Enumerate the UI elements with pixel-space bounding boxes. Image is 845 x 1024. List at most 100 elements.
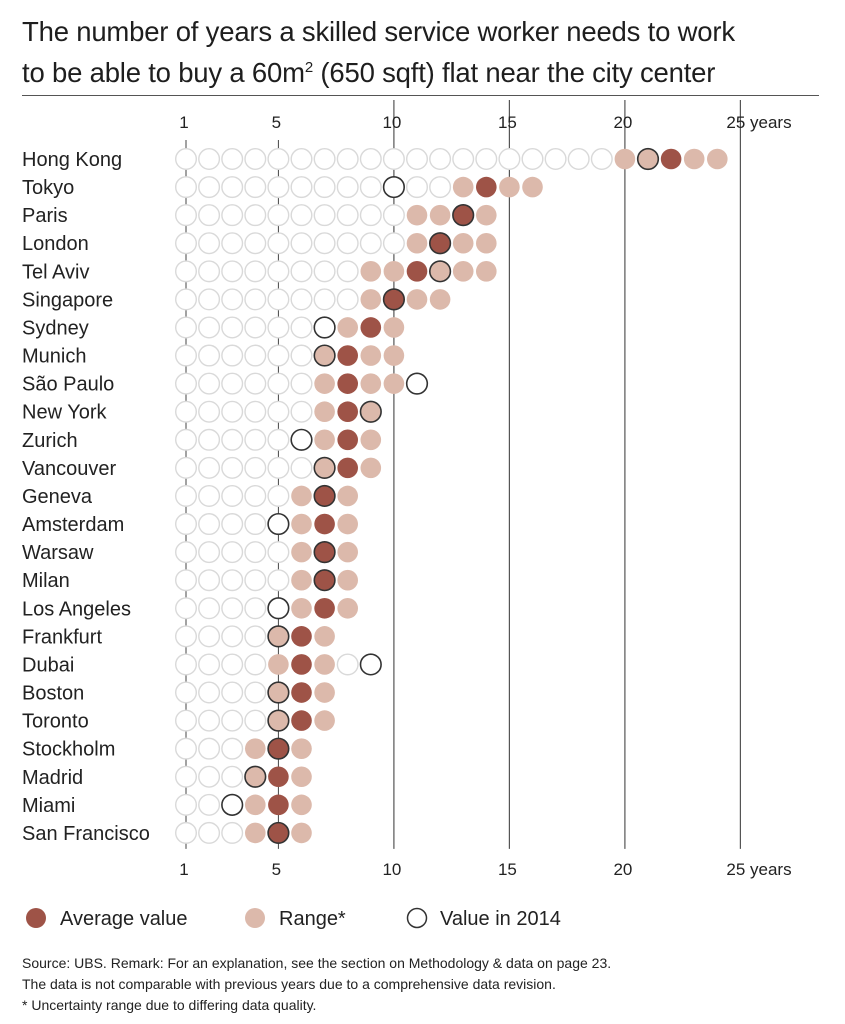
empty-dot: [290, 204, 313, 227]
empty-dot: [221, 484, 244, 507]
empty-dot: [198, 316, 221, 339]
empty-dot: [429, 176, 452, 199]
empty-dot: [198, 400, 221, 423]
title-superscript: 2: [304, 59, 313, 76]
range-dot-2014: [267, 625, 290, 648]
footnote-revision: The data is not comparable with previous…: [22, 976, 556, 992]
empty-dot: [244, 204, 267, 227]
empty-dot: [359, 176, 382, 199]
range-dot: [429, 204, 451, 226]
empty-dot: [221, 372, 244, 395]
empty-dot: [244, 653, 267, 676]
average-dot-2014: [313, 484, 336, 508]
empty-dot: [290, 344, 313, 367]
range-dot: [476, 204, 497, 226]
range-dot: [291, 597, 312, 619]
x-tick-label-bottom: 10: [382, 860, 401, 879]
empty-dot: [244, 541, 267, 564]
empty-dot: [174, 625, 197, 648]
average-dot: [476, 176, 497, 198]
empty-dot: [267, 204, 290, 227]
empty-dot: [221, 428, 244, 451]
empty-dot: [221, 541, 244, 564]
range-dot: [314, 373, 335, 394]
range-dot: [268, 654, 289, 675]
empty-dot: [290, 372, 313, 395]
city-label: São Paulo: [22, 374, 114, 396]
city-label: London: [22, 233, 89, 255]
range-dot: [291, 766, 312, 788]
empty-dot: [267, 288, 290, 311]
empty-dot: [267, 260, 290, 283]
empty-dot-2014: [221, 793, 244, 816]
range-dot: [406, 289, 428, 310]
empty-dot: [359, 204, 382, 227]
range-dot: [245, 822, 266, 844]
empty-dot: [221, 737, 244, 760]
empty-dot: [359, 147, 382, 170]
empty-dot: [198, 569, 221, 592]
empty-dot: [290, 147, 313, 170]
range-dot: [291, 569, 312, 591]
range-dot: [452, 261, 474, 282]
range-dot-2014: [429, 260, 452, 283]
empty-dot: [174, 793, 197, 816]
range-dot: [499, 176, 520, 198]
range-dot: [614, 148, 636, 170]
range-dot: [406, 204, 428, 226]
empty-dot: [244, 569, 267, 592]
range-dot-2014: [636, 147, 660, 171]
empty-dot: [174, 653, 197, 676]
empty-dot: [544, 147, 567, 170]
average-dot: [406, 261, 428, 282]
range-dot: [337, 485, 359, 507]
empty-dot: [198, 765, 221, 788]
empty-dot: [267, 372, 290, 395]
empty-dot: [452, 147, 475, 170]
empty-dot: [174, 681, 197, 704]
range-dot-2014: [244, 765, 267, 788]
x-tick-label-top: 10: [382, 113, 401, 132]
empty-dot: [267, 484, 290, 507]
x-tick-label-bottom: 15: [498, 860, 517, 879]
empty-dot: [174, 569, 197, 592]
empty-dot: [174, 456, 197, 479]
empty-dot: [336, 260, 359, 283]
empty-dot: [267, 316, 290, 339]
range-dot: [360, 345, 382, 366]
range-dot: [314, 654, 335, 675]
empty-dot: [174, 400, 197, 423]
empty-dot: [174, 288, 197, 311]
empty-dot: [198, 288, 221, 311]
empty-dot: [174, 597, 197, 620]
range-dot: [291, 794, 312, 816]
empty-dot: [382, 204, 405, 227]
empty-dot: [267, 400, 290, 423]
empty-dot: [198, 428, 221, 451]
empty-dot: [290, 456, 313, 479]
city-label: Singapore: [22, 289, 113, 311]
empty-dot: [244, 372, 267, 395]
empty-dot: [198, 541, 221, 564]
range-dot: [314, 401, 335, 423]
empty-dot: [267, 147, 290, 170]
empty-dot: [198, 709, 221, 732]
empty-dot: [198, 513, 221, 536]
average-dot-2014: [452, 204, 475, 227]
title-line-1: The number of years a skilled service wo…: [22, 16, 735, 47]
city-label: Amsterdam: [22, 514, 124, 536]
empty-dot-2014: [290, 428, 313, 451]
range-dot: [429, 289, 451, 310]
x-tick-label-top: 15: [498, 113, 517, 132]
empty-dot-2014: [267, 597, 290, 620]
empty-dot: [267, 456, 290, 479]
empty-dot: [198, 147, 221, 170]
empty-dot-2014: [382, 175, 406, 199]
empty-dot: [221, 232, 244, 255]
range-dot: [291, 485, 312, 507]
range-dot: [245, 738, 266, 759]
empty-dot: [336, 288, 359, 311]
empty-dot: [221, 821, 244, 844]
x-tick-label-bottom: 5: [272, 860, 281, 879]
